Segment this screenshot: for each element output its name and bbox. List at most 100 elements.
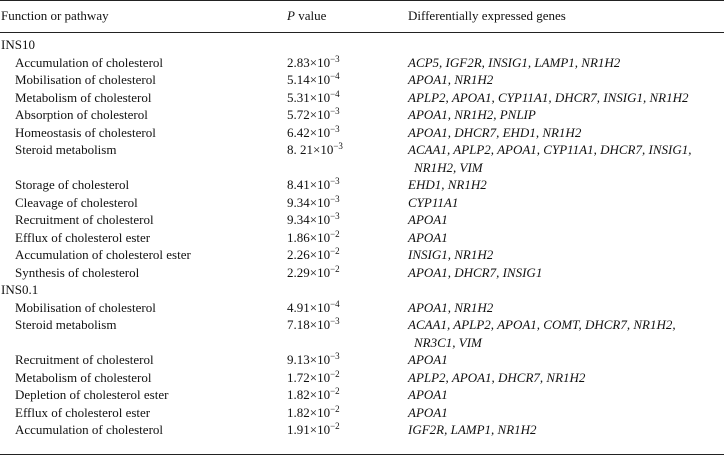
p-value-exponent: −2 bbox=[330, 403, 340, 414]
genes-cell: APOA1 bbox=[408, 352, 448, 367]
p-value-exponent: −4 bbox=[330, 298, 340, 309]
p-value-base: 1.82×10 bbox=[287, 387, 331, 402]
p-value-exponent: −3 bbox=[330, 53, 340, 64]
p-value-exponent: −2 bbox=[330, 246, 340, 256]
p-value-exponent: −3 bbox=[330, 211, 340, 221]
function-cell: Efflux of cholesterol ester bbox=[15, 229, 151, 245]
p-value-base: 1.72×10 bbox=[287, 369, 331, 385]
p-value-base: 8.41×10 bbox=[287, 177, 331, 192]
genes-cell: CYP11A1 bbox=[408, 194, 459, 210]
p-value-exponent: −3 bbox=[330, 176, 340, 186]
function-cell: Depletion of cholesterol ester bbox=[15, 387, 169, 402]
function-cell: Mobilisation of cholesterol bbox=[15, 299, 156, 315]
p-value-cell: 1.86×10−2 bbox=[287, 229, 340, 248]
header-rule bbox=[0, 32, 724, 33]
p-value-base: 1.91×10 bbox=[287, 422, 331, 437]
genes-cell: APOA1 bbox=[408, 212, 448, 227]
genes-cell: APOA1, DHCR7, INSIG1 bbox=[408, 264, 543, 280]
group-label: INS0.1 bbox=[1, 282, 39, 297]
p-value-exponent: −2 bbox=[330, 386, 340, 396]
p-value-exponent: −3 bbox=[330, 316, 340, 326]
genes-cell-continuation: NR3C1, VIM bbox=[414, 334, 482, 350]
p-value-cell: 2.83×10−3 bbox=[287, 54, 340, 73]
p-value-base: 8. 21×10 bbox=[287, 142, 334, 157]
function-cell: Mobilisation of cholesterol bbox=[15, 72, 156, 87]
group-label: INS10 bbox=[1, 37, 35, 52]
genes-cell: IGF2R, LAMP1, NR1H2 bbox=[408, 422, 537, 437]
p-value-base: 2.83×10 bbox=[287, 54, 331, 70]
p-value-cell: 8. 21×10−3 bbox=[287, 141, 343, 160]
genes-cell-continuation: NR1H2, VIM bbox=[414, 159, 483, 175]
p-value-exponent: −3 bbox=[330, 123, 340, 134]
function-cell: Metabolism of cholesterol bbox=[15, 89, 152, 105]
genes-cell: ACP5, IGF2R, INSIG1, LAMP1, NR1H2 bbox=[408, 54, 621, 70]
genes-cell: ACAA1, APLP2, APOA1, CYP11A1, DHCR7, INS… bbox=[408, 142, 692, 157]
genes-cell: APOA1, NR1H2, PNLIP bbox=[408, 107, 536, 122]
p-value-exponent: −2 bbox=[330, 228, 340, 239]
function-cell: Metabolism of cholesterol bbox=[15, 369, 152, 385]
p-value-cell: 1.72×10−2 bbox=[287, 369, 340, 388]
p-value-base: 1.82×10 bbox=[287, 404, 331, 420]
p-value-exponent: −3 bbox=[330, 351, 340, 361]
p-value-base: 1.86×10 bbox=[287, 229, 331, 245]
p-value-base: 9.13×10 bbox=[287, 352, 331, 367]
header-genes: Differentially expressed genes bbox=[408, 8, 566, 23]
genes-cell: APOA1, DHCR7, EHD1, NR1H2 bbox=[408, 124, 582, 140]
function-cell: Steroid metabolism bbox=[15, 142, 117, 157]
genes-cell: APOA1, NR1H2 bbox=[408, 72, 494, 87]
function-cell: Efflux of cholesterol ester bbox=[15, 404, 151, 420]
p-value-exponent: −2 bbox=[330, 263, 340, 274]
function-cell: Accumulation of cholesterol bbox=[15, 422, 164, 437]
p-value-base: 2.26×10 bbox=[287, 247, 331, 262]
p-value-cell: 1.82×10−2 bbox=[287, 386, 340, 405]
genes-cell: APOA1, NR1H2 bbox=[408, 299, 494, 315]
p-value-cell: 7.18×10−3 bbox=[287, 316, 340, 335]
p-value-cell: 9.34×10−3 bbox=[287, 211, 340, 230]
genes-cell: EHD1, NR1H2 bbox=[408, 177, 487, 192]
p-value-base: 6.42×10 bbox=[287, 124, 331, 140]
p-value-cell: 2.26×10−2 bbox=[287, 246, 340, 265]
function-cell: Synthesis of cholesterol bbox=[15, 264, 140, 280]
genes-cell: INSIG1, NR1H2 bbox=[408, 247, 494, 262]
p-value-cell: 5.72×10−3 bbox=[287, 106, 340, 125]
function-cell: Homeostasis of cholesterol bbox=[15, 124, 156, 140]
p-value-exponent: −2 bbox=[330, 368, 340, 379]
p-value-base: 5.72×10 bbox=[287, 107, 331, 122]
genes-cell: APOA1 bbox=[408, 229, 448, 245]
p-value-exponent: −3 bbox=[333, 141, 343, 151]
p-value-cell: 8.41×10−3 bbox=[287, 176, 340, 195]
p-value-exponent: −3 bbox=[330, 193, 340, 204]
header-p-rest: value bbox=[294, 8, 327, 23]
function-cell: Absorption of cholesterol bbox=[15, 107, 148, 122]
genes-cell: APLP2, APOA1, CYP11A1, DHCR7, INSIG1, NR… bbox=[408, 89, 689, 105]
genes-cell: APLP2, APOA1, DHCR7, NR1H2 bbox=[408, 369, 586, 385]
top-rule bbox=[0, 0, 724, 1]
bottom-rule bbox=[0, 454, 724, 455]
p-value-cell: 5.14×10−4 bbox=[287, 71, 340, 90]
p-value-exponent: −4 bbox=[330, 88, 340, 99]
genes-cell: ACAA1, APLP2, APOA1, COMT, DHCR7, NR1H2, bbox=[408, 317, 676, 332]
function-cell: Storage of cholesterol bbox=[15, 177, 130, 192]
p-value-exponent: −3 bbox=[330, 106, 340, 116]
p-value-cell: 9.34×10−3 bbox=[287, 194, 340, 213]
p-value-base: 9.34×10 bbox=[287, 212, 331, 227]
p-value-exponent: −2 bbox=[330, 421, 340, 431]
p-value-cell: 4.91×10−4 bbox=[287, 299, 340, 318]
p-value-base: 2.29×10 bbox=[287, 264, 331, 280]
p-value-cell: 6.42×10−3 bbox=[287, 124, 340, 143]
header-function: Function or pathway bbox=[1, 8, 109, 23]
function-cell: Cleavage of cholesterol bbox=[15, 194, 138, 210]
p-value-base: 7.18×10 bbox=[287, 317, 331, 332]
p-value-cell: 9.13×10−3 bbox=[287, 351, 340, 370]
genes-cell: APOA1 bbox=[408, 404, 448, 420]
function-cell: Steroid metabolism bbox=[15, 317, 117, 332]
header-p-value: P value bbox=[287, 7, 326, 24]
function-cell: Accumulation of cholesterol bbox=[15, 54, 164, 70]
p-value-base: 5.14×10 bbox=[287, 72, 331, 87]
function-cell: Accumulation of cholesterol ester bbox=[15, 247, 191, 262]
function-cell: Recruitment of cholesterol bbox=[15, 212, 154, 227]
header-p-letter: P bbox=[287, 8, 295, 23]
function-cell: Recruitment of cholesterol bbox=[15, 352, 154, 367]
p-value-base: 9.34×10 bbox=[287, 194, 331, 210]
p-value-cell: 1.82×10−2 bbox=[287, 404, 340, 423]
